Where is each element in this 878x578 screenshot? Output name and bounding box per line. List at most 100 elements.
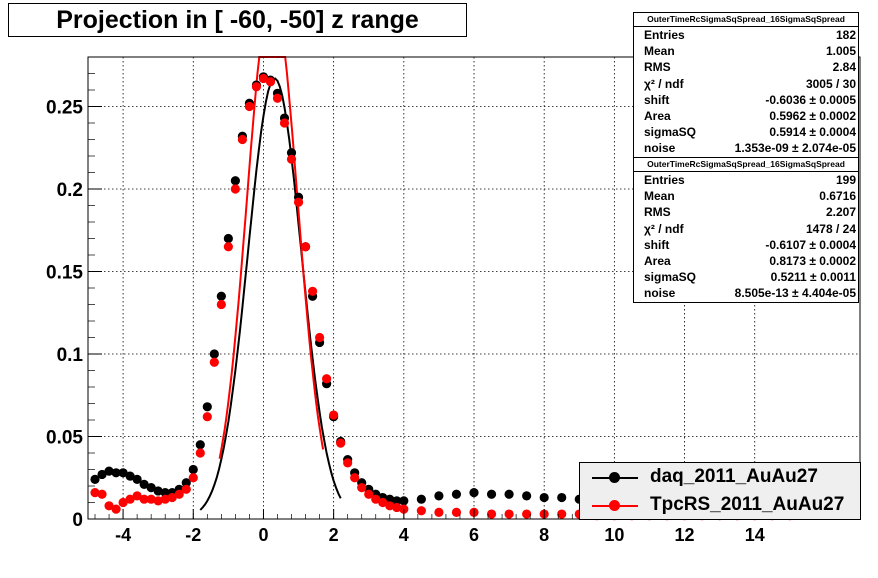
- data-point: [125, 494, 135, 504]
- data-point: [139, 494, 149, 504]
- stats-value: 1.005: [825, 44, 856, 59]
- data-point: [486, 509, 497, 519]
- stats-row-noise: noise 1.353e-09 ± 2.074e-05: [634, 140, 858, 156]
- data-point: [385, 494, 395, 504]
- stats-row-area: Area 0.8173 ± 0.0002: [634, 253, 858, 269]
- stats-value: 8.505e-13 ± 4.404e-05: [734, 286, 856, 301]
- data-point: [272, 93, 283, 103]
- y-tick-label: 0.1: [57, 345, 84, 366]
- data-point: [258, 73, 269, 84]
- data-point: [174, 489, 184, 499]
- data-point: [125, 471, 135, 481]
- data-point: [486, 489, 497, 499]
- stats-key: χ² / ndf: [644, 76, 684, 91]
- y-tick-label: 0: [72, 510, 83, 531]
- data-point: [279, 118, 290, 128]
- data-point: [416, 506, 426, 516]
- stats-value: 1.353e-09 ± 2.074e-05: [734, 141, 856, 156]
- data-point: [307, 286, 318, 296]
- data-point: [293, 197, 304, 207]
- stats-box-daq: OuterTimeRcSigmaSqSpread_16SigmaSqSpread…: [633, 12, 859, 158]
- stats-row-entries: Entries 199: [634, 172, 858, 188]
- data-point: [90, 474, 100, 484]
- data-point: [111, 504, 121, 514]
- stats-value: 2.84: [832, 60, 856, 75]
- data-point: [223, 233, 233, 244]
- x-tick-label: 10: [604, 525, 624, 545]
- data-point: [181, 478, 191, 488]
- x-tick-label: 12: [675, 525, 695, 545]
- data-point: [329, 410, 339, 420]
- fit-curve: [218, 56, 325, 459]
- data-point: [315, 332, 325, 343]
- data-point: [343, 458, 353, 468]
- data-point: [146, 483, 156, 493]
- data-point: [504, 509, 514, 519]
- data-point: [265, 77, 276, 87]
- stats-box-tpcrs: OuterTimeRcSigmaSqSpread_16SigmaSqSpread…: [633, 157, 859, 303]
- stats-header: OuterTimeRcSigmaSqSpread_16SigmaSqSpread: [634, 158, 858, 172]
- data-point: [244, 101, 255, 112]
- stats-value: 199: [835, 173, 856, 187]
- data-point: [97, 469, 107, 480]
- data-point: [392, 496, 402, 506]
- legend-marker-icon: [609, 472, 620, 483]
- data-point: [557, 492, 567, 503]
- stats-value: -0.6036 ± 0.0005: [765, 92, 856, 107]
- stats-key: noise: [644, 286, 676, 301]
- data-point: [202, 402, 212, 412]
- y-tick-label: 0.05: [46, 428, 83, 449]
- stats-key: Entries: [644, 28, 685, 42]
- stats-key: Area: [644, 253, 671, 268]
- data-point: [522, 491, 532, 501]
- x-tick-label: 0: [258, 525, 268, 545]
- data-point: [132, 474, 142, 484]
- data-point: [195, 448, 205, 458]
- stats-key: Mean: [644, 189, 675, 204]
- legend-label: daq_2011_AuAu27: [650, 466, 818, 487]
- data-point: [230, 176, 240, 186]
- data-point: [350, 473, 360, 483]
- data-point: [153, 486, 163, 496]
- y-tick-label: 0.2: [57, 180, 83, 201]
- data-point: [160, 494, 170, 504]
- data-point: [557, 509, 567, 519]
- y-tick-label: 0.25: [46, 98, 83, 119]
- data-point: [160, 488, 170, 498]
- data-point: [188, 473, 198, 483]
- data-point: [230, 184, 240, 194]
- stats-key: sigmaSQ: [644, 270, 697, 285]
- stats-row-mean: Mean 1.005: [634, 43, 858, 59]
- stats-key: χ² / ndf: [644, 221, 684, 236]
- data-point: [522, 509, 532, 519]
- data-point: [416, 494, 426, 504]
- data-point: [118, 497, 128, 508]
- data-point: [251, 82, 262, 92]
- data-point: [451, 489, 462, 499]
- data-point: [167, 492, 177, 503]
- legend-marker-icon: [609, 500, 620, 511]
- stats-key: shift: [644, 92, 670, 107]
- data-point: [434, 491, 444, 501]
- data-point: [90, 488, 100, 498]
- stats-row-noise: noise 8.505e-13 ± 4.404e-05: [634, 285, 858, 301]
- legend-entry-daq: daq_2011_AuAu27: [580, 464, 860, 492]
- data-point: [469, 488, 479, 498]
- stats-row-chi2: χ² / ndf 1478 / 24: [634, 221, 858, 237]
- x-tick-label: 14: [745, 525, 765, 545]
- stats-value: 182: [835, 28, 856, 42]
- x-tick-label: -2: [185, 525, 201, 545]
- data-point: [153, 496, 163, 506]
- data-point: [146, 494, 156, 504]
- data-point: [216, 291, 226, 301]
- data-point: [539, 492, 549, 503]
- stats-row-entries: Entries 182: [634, 27, 858, 43]
- stats-value: 0.5914 ± 0.0004: [769, 125, 856, 140]
- data-point: [385, 501, 395, 511]
- data-point: [104, 501, 114, 511]
- data-point: [399, 496, 409, 506]
- data-point: [300, 242, 311, 252]
- data-point: [504, 489, 514, 499]
- stats-key: Area: [644, 108, 671, 123]
- fit-curves: [199, 56, 342, 511]
